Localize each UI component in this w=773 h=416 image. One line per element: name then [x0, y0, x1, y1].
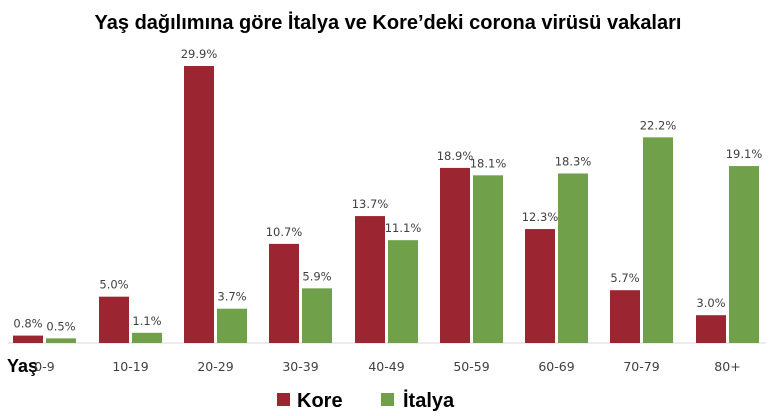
x-tick-label-80+: 80+ — [714, 359, 740, 374]
data-label-kore-60-69: 12.3% — [522, 210, 559, 224]
data-label-kore-70-79: 5.7% — [610, 271, 639, 285]
data-label-italya-50-59: 18.1% — [470, 156, 507, 170]
bar-kore-50-59 — [440, 167, 470, 343]
bar-kore-40-49 — [355, 216, 385, 343]
data-label-italya-60-69: 18.3% — [555, 154, 592, 168]
x-tick-label-20-29: 20-29 — [197, 359, 233, 374]
bar-italya-80+ — [729, 166, 759, 343]
chart-title: Yaş dağılımına göre İtalya ve Kore’deki … — [95, 11, 682, 34]
x-tick-label-60-69: 60-69 — [538, 359, 574, 374]
x-tick-label-10-19: 10-19 — [112, 359, 148, 374]
bar-italya-20-29 — [217, 308, 247, 343]
bar-italya-70-79 — [643, 137, 673, 343]
data-label-italya-20-29: 3.7% — [217, 290, 246, 304]
data-label-italya-0-9: 0.5% — [46, 319, 75, 333]
bar-kore-10-19 — [99, 296, 129, 343]
legend: Kore İtalya — [277, 389, 455, 412]
bar-kore-80+ — [696, 315, 726, 343]
x-axis-title: Yaş — [7, 356, 38, 376]
bar-italya-30-39 — [302, 288, 332, 343]
bar-italya-60-69 — [558, 173, 588, 343]
data-label-kore-40-49: 13.7% — [352, 197, 389, 211]
data-label-kore-80+: 3.0% — [696, 296, 725, 310]
x-tick-label-40-49: 40-49 — [368, 359, 404, 374]
data-label-kore-20-29: 29.9% — [181, 47, 218, 61]
legend-label-italya: İtalya — [403, 389, 455, 412]
bar-kore-70-79 — [610, 290, 640, 343]
bar-italya-40-49 — [388, 240, 418, 343]
legend-swatch-italya — [381, 393, 394, 406]
bar-kore-20-29 — [184, 66, 214, 343]
data-label-kore-0-9: 0.8% — [13, 317, 42, 331]
x-tick-label-30-39: 30-39 — [282, 359, 318, 374]
x-tick-label-70-79: 70-79 — [623, 359, 659, 374]
x-tick-labels: 0-9 10-19 20-29 30-39 40-49 50-59 60-69 70-79 80… — [34, 359, 740, 374]
bar-kore-30-39 — [269, 243, 299, 343]
data-label-kore-50-59: 18.9% — [437, 149, 474, 163]
bar-kore-0-9 — [13, 335, 43, 343]
data-label-italya-70-79: 22.2% — [640, 118, 677, 132]
data-label-italya-30-39: 5.9% — [302, 269, 331, 283]
bar-italya-50-59 — [473, 175, 503, 343]
x-tick-label-50-59: 50-59 — [453, 359, 489, 374]
bars-layer — [13, 66, 759, 343]
legend-swatch-kore — [277, 393, 290, 406]
data-label-italya-10-19: 1.1% — [132, 314, 161, 328]
bar-italya-0-9 — [46, 338, 76, 343]
data-label-kore-30-39: 10.7% — [266, 225, 303, 239]
data-label-italya-80+: 19.1% — [726, 147, 763, 161]
data-labels-layer: 0.8% 0.5% 5.0% 1.1% 29.9% 3.7% 10.7% 5.9% 13.7% 1… — [13, 47, 762, 333]
data-label-italya-40-49: 11.1% — [385, 221, 422, 235]
bar-italya-10-19 — [132, 332, 162, 343]
bar-kore-60-69 — [525, 229, 555, 343]
x-tick-label-0-9: 0-9 — [34, 359, 54, 374]
data-label-kore-10-19: 5.0% — [99, 278, 128, 292]
legend-label-kore: Kore — [297, 390, 343, 412]
